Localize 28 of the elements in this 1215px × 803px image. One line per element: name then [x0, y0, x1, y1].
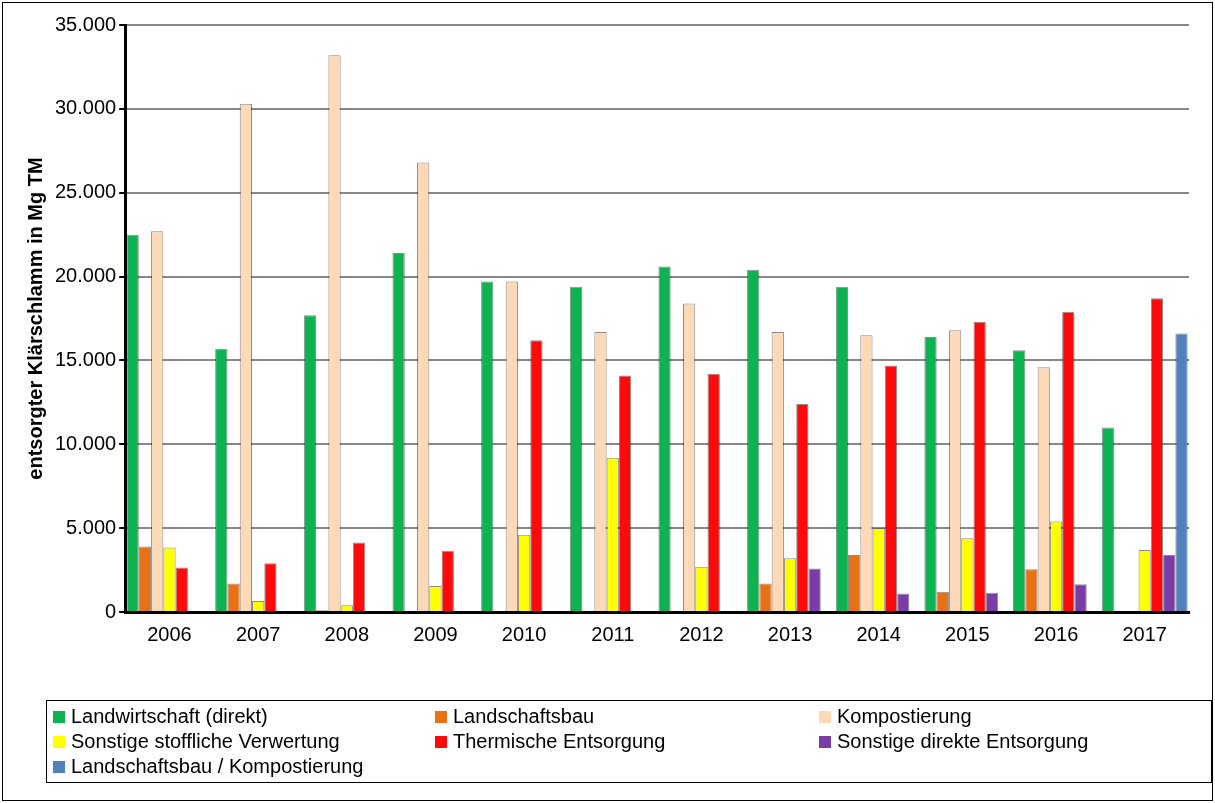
- y-tick-label: 15.000: [55, 347, 117, 370]
- x-tick-label: 2013: [767, 622, 813, 645]
- legend-label: Landschaftsbau / Kompostierung: [71, 755, 364, 778]
- legend-label: Landwirtschaft (direkt): [71, 705, 268, 728]
- x-tick-label: 2010: [501, 622, 547, 645]
- y-tick-label: 25.000: [55, 180, 117, 203]
- x-tick-label: 2006: [147, 622, 192, 645]
- y-tick-label: 20.000: [55, 264, 117, 287]
- x-tick-label: 2016: [1033, 622, 1079, 645]
- y-tick-label: 35.000: [55, 12, 117, 35]
- y-axis-title: entsorgter Klärschlamm in Mg TM: [23, 157, 46, 480]
- y-tick-label: 5.000: [66, 515, 117, 538]
- x-tick-label: 2011: [591, 622, 635, 645]
- legend-label: Kompostierung: [837, 705, 972, 728]
- y-tick-label: 0: [105, 599, 117, 622]
- x-tick-label: 2008: [324, 622, 370, 645]
- legend-label: Sonstige direkte Entsorgung: [837, 730, 1089, 753]
- y-tick-label: 30.000: [55, 96, 117, 119]
- y-tick-label: 10.000: [55, 431, 117, 454]
- legend-label: Sonstige stoffliche Verwertung: [71, 730, 340, 753]
- x-tick-label: 2017: [1122, 622, 1167, 645]
- x-tick-label: 2009: [413, 622, 458, 645]
- x-tick-label: 2015: [945, 622, 990, 645]
- legend-label: Landschaftsbau: [453, 705, 595, 728]
- x-tick-label: 2007: [235, 622, 281, 645]
- x-tick-label: 2014: [856, 622, 901, 645]
- legend-label: Thermische Entsorgung: [453, 730, 666, 753]
- x-tick-label: 2012: [679, 622, 724, 645]
